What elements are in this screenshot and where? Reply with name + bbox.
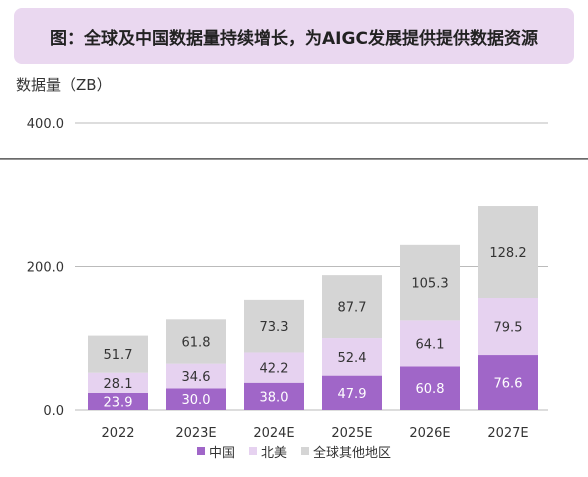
data-label: 76.6 [494, 377, 523, 392]
bar-segment [166, 319, 226, 364]
x-tick-label: 2023E [175, 426, 216, 440]
x-tick-label: 2022 [101, 426, 134, 440]
legend-label: 北美 [260, 445, 287, 461]
y-axis-unit-label: 数据量（ZB） [16, 76, 112, 94]
bar-segment [88, 335, 148, 373]
data-label: 52.4 [338, 351, 367, 366]
y-tick-label: 0.0 [43, 404, 64, 419]
x-tick-label: 2026E [409, 426, 450, 440]
bar-segment [478, 355, 538, 410]
stacked-bar-chart: 0.0 200.0 400.0 23.9 28.1 51.7 2022 30.0 34.6 61.… [0, 117, 588, 440]
x-tick-label: 2027E [487, 426, 528, 440]
data-label: 51.7 [104, 348, 133, 363]
x-tick-label: 2024E [253, 426, 294, 440]
bar-segment [400, 366, 460, 410]
bar-segment [400, 320, 460, 367]
legend: 中国 北美 全球其他地区 [0, 440, 588, 462]
legend-item: 全球其他地区 [301, 442, 391, 461]
bar-segment [322, 338, 382, 376]
x-tick-label: 2025E [331, 426, 372, 440]
data-label: 28.1 [104, 377, 133, 392]
data-label: 128.2 [489, 246, 526, 261]
legend-item: 北美 [248, 442, 287, 461]
bar-segment [478, 297, 538, 356]
data-label: 34.6 [182, 370, 211, 385]
title-banner: 图：全球及中国数据量持续增长，为AIGC发展提供提供数据资源 [14, 8, 574, 64]
legend-swatch [301, 447, 309, 455]
bar-segment [88, 392, 148, 410]
data-label: 73.3 [260, 320, 289, 335]
bar-segment [322, 375, 382, 410]
data-label: 42.2 [260, 362, 289, 377]
chart-title: 图：全球及中国数据量持续增长，为AIGC发展提供提供数据资源 [50, 28, 538, 49]
bar-segment [244, 382, 304, 410]
bar-segment [88, 372, 148, 393]
bar-segment [478, 206, 538, 298]
data-label: 47.9 [338, 387, 367, 402]
data-label: 87.7 [338, 301, 367, 316]
data-label: 60.8 [416, 382, 445, 397]
legend-label: 中国 [208, 445, 235, 461]
legend-swatch [196, 447, 205, 455]
data-label: 79.5 [494, 321, 523, 336]
legend-label: 全球其他地区 [313, 445, 392, 461]
data-label: 30.0 [182, 393, 211, 408]
data-label: 105.3 [411, 277, 448, 292]
legend-swatch [248, 447, 257, 455]
bar-segment [244, 352, 304, 383]
data-label: 23.9 [104, 395, 133, 410]
y-tick-label: 200.0 [27, 261, 64, 276]
data-label: 64.1 [416, 337, 445, 352]
bar-segment [166, 363, 226, 389]
bar-segment [244, 299, 304, 353]
data-label: 38.0 [260, 390, 289, 405]
bar-segment [400, 244, 460, 321]
bar-segment [322, 275, 382, 339]
y-tick-label: 400.0 [27, 117, 64, 132]
legend-item: 中国 [196, 442, 235, 461]
bar-segment [166, 388, 226, 410]
data-label: 61.8 [182, 335, 211, 350]
